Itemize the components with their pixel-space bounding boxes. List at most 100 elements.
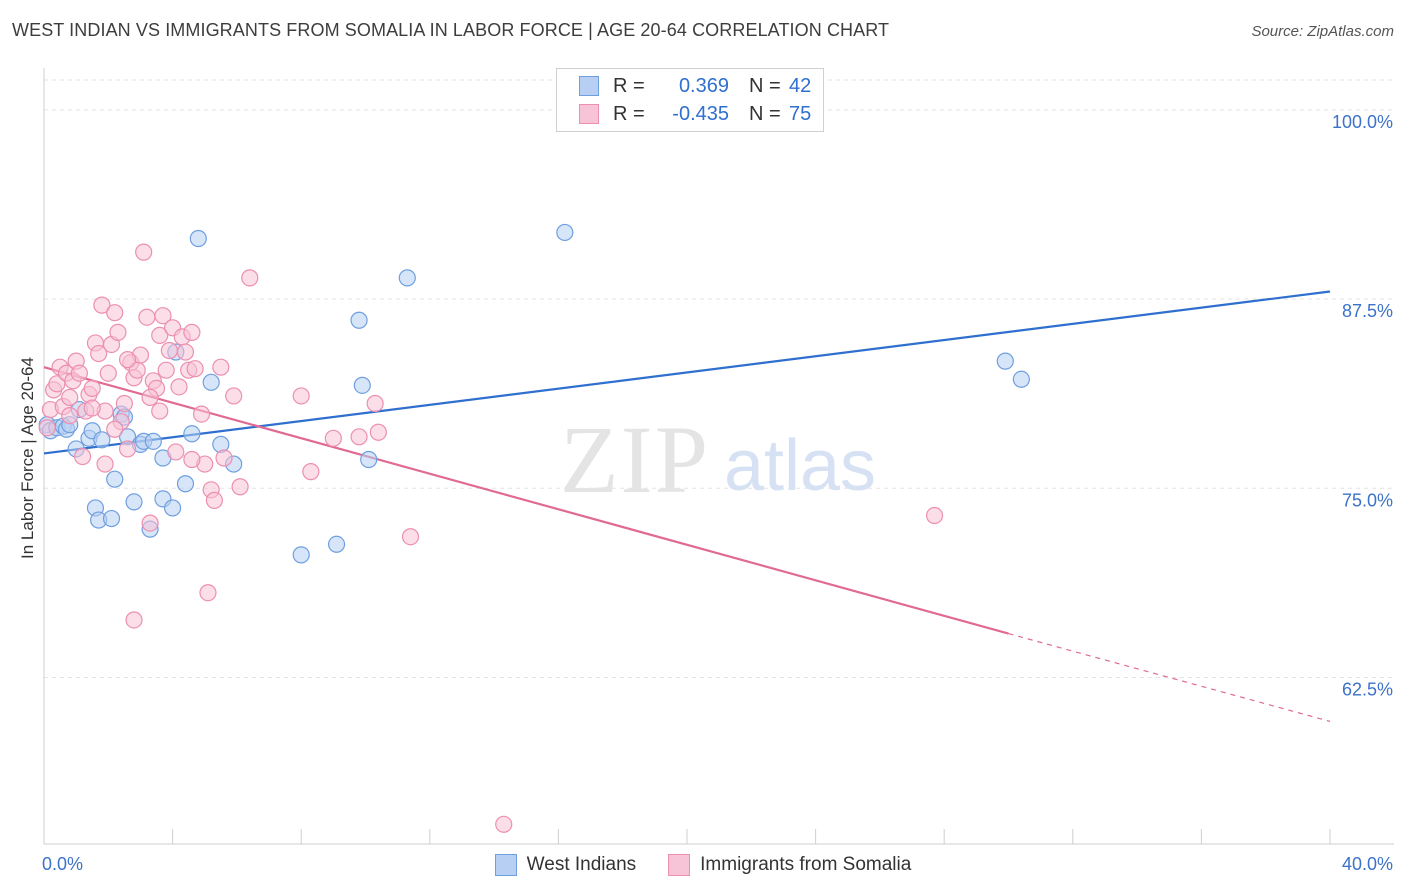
data-point bbox=[118, 440, 137, 458]
data-point bbox=[186, 360, 204, 378]
data-point bbox=[118, 351, 137, 369]
series-0-points bbox=[38, 223, 1030, 564]
legend-r-value: 0.369 bbox=[678, 74, 729, 97]
legend-n-label: N = bbox=[749, 102, 781, 125]
data-point bbox=[324, 429, 342, 447]
data-point bbox=[495, 815, 513, 833]
data-point bbox=[48, 375, 66, 393]
data-point bbox=[925, 506, 944, 525]
grid-lines bbox=[44, 79, 1394, 678]
data-point bbox=[241, 269, 259, 287]
data-point bbox=[176, 475, 195, 493]
data-point bbox=[360, 450, 378, 469]
data-point bbox=[292, 546, 310, 564]
data-point bbox=[327, 535, 346, 553]
data-point bbox=[183, 450, 201, 469]
data-point bbox=[125, 493, 143, 511]
legend-label-somalia: Immigrants from Somalia bbox=[700, 854, 912, 875]
legend-row-somalia: R = -0.435 N = 75 bbox=[579, 100, 811, 128]
data-point bbox=[106, 420, 124, 438]
source-credit: Source: ZipAtlas.com bbox=[1251, 23, 1394, 40]
y-tick-label: 87.5% bbox=[1342, 301, 1393, 321]
x-tick-label: 0.0% bbox=[42, 854, 83, 874]
data-point bbox=[141, 514, 159, 532]
data-point bbox=[157, 361, 175, 379]
data-point bbox=[199, 584, 217, 602]
data-point bbox=[96, 455, 114, 473]
legend-n-value: 42 bbox=[789, 74, 812, 97]
legend-row-west-indians: R = 0.369 N = 42 bbox=[579, 72, 811, 100]
series-1-points bbox=[38, 243, 944, 833]
y-tick-label: 75.0% bbox=[1342, 490, 1393, 510]
data-point bbox=[90, 344, 108, 363]
data-point bbox=[353, 376, 371, 394]
legend-r-value: -0.435 bbox=[672, 102, 729, 125]
data-point bbox=[125, 611, 143, 629]
data-point bbox=[350, 311, 368, 329]
data-point bbox=[215, 449, 233, 467]
data-point bbox=[141, 388, 159, 407]
data-point bbox=[83, 379, 101, 397]
data-point bbox=[202, 373, 220, 391]
y-tick-label: 100.0% bbox=[1332, 112, 1393, 132]
data-point bbox=[83, 399, 101, 417]
data-point bbox=[212, 358, 230, 376]
legend-swatch-pink bbox=[668, 854, 691, 876]
data-point bbox=[170, 378, 188, 396]
data-point bbox=[99, 364, 117, 382]
series-legend: West Indians Immigrants from Somalia bbox=[0, 852, 1406, 878]
data-point bbox=[151, 326, 169, 344]
data-point bbox=[225, 387, 243, 405]
data-point bbox=[167, 443, 185, 461]
data-point bbox=[38, 419, 56, 437]
legend-r-label: R = bbox=[613, 102, 645, 125]
data-point bbox=[556, 223, 574, 242]
data-point bbox=[302, 463, 320, 481]
legend-label-west-indians: West Indians bbox=[526, 854, 637, 875]
legend-item-west-indians: West Indians bbox=[494, 854, 637, 876]
data-point bbox=[164, 499, 182, 517]
x-tick-label: 40.0% bbox=[1342, 854, 1393, 874]
legend-swatch-blue bbox=[579, 76, 599, 96]
data-point bbox=[93, 431, 111, 449]
legend-swatch-pink bbox=[579, 104, 599, 124]
watermark: ZIP atlas bbox=[560, 406, 876, 513]
data-point bbox=[144, 432, 162, 450]
data-point bbox=[189, 229, 207, 248]
data-point bbox=[183, 425, 201, 443]
data-point bbox=[192, 405, 211, 423]
data-point bbox=[350, 428, 368, 446]
data-point bbox=[160, 341, 178, 360]
data-point bbox=[106, 470, 124, 488]
data-point bbox=[398, 269, 416, 287]
data-point bbox=[109, 323, 127, 341]
data-point bbox=[369, 423, 387, 441]
data-point bbox=[996, 352, 1014, 370]
data-point bbox=[154, 307, 172, 325]
legend-r-label: R = bbox=[613, 74, 645, 97]
legend-item-somalia: Immigrants from Somalia bbox=[668, 854, 911, 876]
legend-n-value: 75 bbox=[789, 102, 812, 125]
data-point bbox=[61, 388, 79, 407]
chart-title: WEST INDIAN VS IMMIGRANTS FROM SOMALIA I… bbox=[12, 20, 890, 40]
data-point bbox=[93, 296, 111, 314]
data-point bbox=[292, 387, 310, 405]
data-point bbox=[135, 243, 153, 261]
correlation-legend: R = 0.369 N = 42 R = -0.435 N = 75 bbox=[556, 68, 824, 132]
data-point bbox=[61, 407, 79, 425]
data-point bbox=[231, 478, 249, 496]
watermark-atlas: atlas bbox=[724, 426, 876, 506]
data-point bbox=[366, 394, 384, 413]
data-point bbox=[106, 304, 124, 322]
data-point bbox=[183, 323, 201, 341]
legend-swatch-blue bbox=[494, 854, 517, 876]
data-point bbox=[73, 447, 92, 466]
y-tick-label: 62.5% bbox=[1342, 679, 1393, 699]
data-point bbox=[138, 308, 156, 326]
data-point bbox=[151, 402, 169, 420]
data-point bbox=[115, 394, 133, 413]
axes bbox=[43, 68, 1394, 845]
data-points bbox=[38, 223, 1030, 833]
legend-n-label: N = bbox=[749, 74, 781, 97]
